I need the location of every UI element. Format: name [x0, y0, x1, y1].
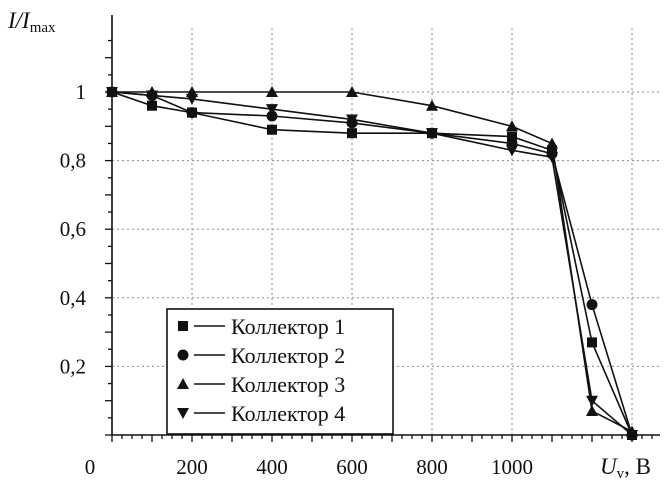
data-point — [266, 110, 278, 122]
data-point — [346, 86, 358, 98]
data-point — [506, 145, 518, 157]
data-point — [106, 87, 118, 99]
data-point — [546, 137, 558, 149]
data-point — [266, 104, 278, 116]
legend-marker — [177, 349, 189, 361]
y-tick-label: 1 — [76, 80, 87, 104]
x-axis-label: Uv, В — [600, 454, 651, 481]
data-point — [586, 404, 598, 416]
data-point — [146, 90, 158, 102]
data-point — [587, 337, 597, 348]
data-point — [346, 114, 358, 126]
x-tick-label: 800 — [416, 455, 448, 479]
y-tick-label: 0,4 — [60, 286, 87, 310]
data-point — [586, 299, 598, 311]
data-point — [507, 131, 517, 142]
legend-label: Коллектор 2 — [231, 343, 345, 368]
legend-item: Коллектор 4 — [177, 401, 345, 426]
data-point — [186, 93, 198, 105]
legend-label: Коллектор 3 — [231, 372, 345, 397]
x-tick-label: 400 — [256, 455, 288, 479]
data-point — [626, 430, 638, 441]
legend-marker — [177, 408, 189, 419]
data-point — [147, 100, 157, 111]
legend-label: Коллектор 4 — [231, 401, 345, 426]
series-line — [111, 91, 633, 436]
data-point — [506, 120, 518, 132]
series-line — [111, 91, 633, 436]
series-collector-4 — [106, 87, 638, 441]
y-tick-label: 0,2 — [60, 354, 86, 378]
y-tick-label: 0,6 — [60, 217, 86, 241]
x-tick-label: 0 — [85, 455, 96, 479]
data-point — [267, 124, 277, 135]
legend-label: Коллектор 1 — [231, 314, 345, 339]
y-axis-label: I/Imax — [7, 8, 56, 36]
x-tick-label: 600 — [336, 455, 368, 479]
data-point — [186, 107, 198, 119]
data-point — [586, 395, 598, 407]
x-tick-label: 200 — [176, 455, 208, 479]
data-point — [347, 128, 357, 139]
legend-marker — [177, 378, 189, 389]
legend-item: Коллектор 2 — [177, 343, 345, 368]
axes: 0 200 400 600 800 1000 0,2 0,4 0,6 0,8 1 — [60, 15, 660, 479]
series-line — [111, 91, 633, 436]
data-point — [426, 99, 438, 111]
x-tick-label: 1000 — [491, 455, 533, 479]
y-tick-label: 0,8 — [60, 149, 86, 173]
data-point — [266, 86, 278, 98]
legend-item: Коллектор 1 — [178, 314, 345, 339]
legend-marker — [178, 321, 188, 331]
data-point — [426, 128, 438, 140]
data-point — [546, 152, 558, 164]
legend-item: Коллектор 3 — [177, 372, 345, 397]
legend: Коллектор 1 Коллектор 2 Коллектор 3 Коллект… — [166, 308, 394, 435]
labels-layer: I/Imax Uv, В — [7, 8, 651, 481]
series-layer — [106, 86, 638, 441]
